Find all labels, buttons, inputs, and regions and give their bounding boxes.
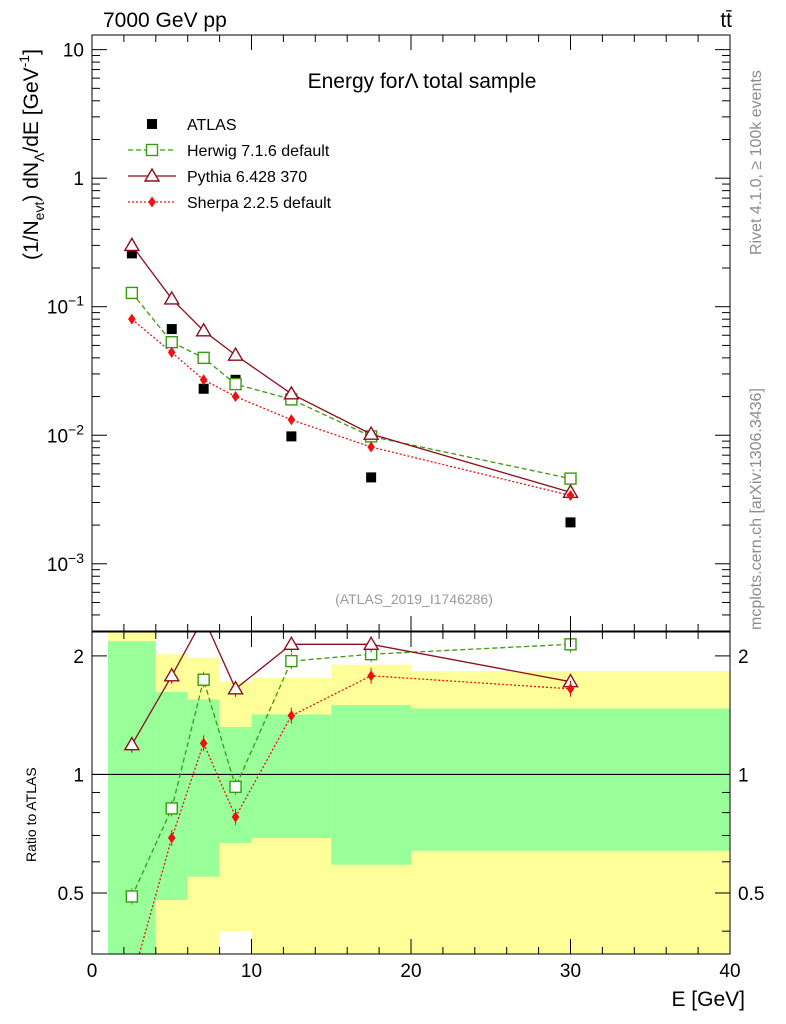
ratio-y-tick-label-right: 0.5 — [738, 884, 764, 905]
ratio-band-green — [411, 708, 730, 851]
main-y-axis-label: (1/Nevt) dNΛ/dE [GeV-1] — [16, 49, 47, 260]
ratio-band-green — [251, 714, 332, 838]
ratio-band-green — [107, 641, 156, 954]
legend-data-label: ATLAS — [187, 117, 237, 134]
x-tick-label: 10 — [241, 961, 262, 982]
ratio-sherpa-point — [367, 670, 375, 682]
main-sherpa-point — [167, 347, 176, 359]
ratio-herwig-point — [125, 890, 139, 903]
main-pythia-point — [283, 385, 300, 400]
ratio-series-group — [123, 611, 579, 986]
plot-title: Energy forΛ total sample — [308, 70, 537, 93]
ratio-y-tick-label: 2 — [73, 647, 84, 668]
x-tick-label: 30 — [560, 961, 581, 982]
main-y-tick-label: 10 — [63, 41, 84, 62]
main-sherpa-point — [287, 414, 296, 426]
ratio-herwig-point — [229, 780, 242, 794]
main-series-group — [123, 237, 579, 528]
mcplots-site-label: mcplots.cern.ch [arXiv:1306.3436] — [748, 388, 765, 630]
ratio-pythia-point — [163, 667, 180, 682]
main-herwig-point — [564, 472, 577, 485]
ratio-sherpa-point — [566, 683, 575, 695]
legend: ATLAS Herwig 7.1.6 default Pythia 6.428 37… — [128, 117, 332, 212]
ratio-pythia-point — [227, 680, 244, 695]
ratio-band-green — [331, 705, 411, 865]
main-data-point — [126, 248, 137, 259]
main-y-tick-label: 1 — [73, 169, 84, 190]
header-beam-label: 7000 GeV pp — [103, 9, 227, 32]
legend-herwig-marker — [145, 143, 159, 157]
main-data-point — [565, 517, 576, 528]
reference-label: (ATLAS_2019_I1746286) — [335, 591, 493, 607]
main-sherpa-point — [199, 374, 208, 386]
main-herwig-line — [131, 292, 571, 480]
ratio-band-green — [187, 699, 220, 877]
main-data-point — [166, 324, 177, 335]
main-y-tick-label: 10−2 — [47, 421, 84, 447]
legend-herwig-label: Herwig 7.1.6 default — [187, 143, 330, 160]
ratio-pythia-point — [283, 635, 300, 651]
main-herwig-point — [165, 335, 178, 349]
ratio-y-tick-label-right: 2 — [738, 647, 749, 668]
ratio-y-tick-label: 0.5 — [58, 884, 84, 905]
ratio-pythia-point — [123, 736, 141, 751]
ratio-herwig-point — [197, 673, 210, 686]
main-y-tick-label: 10−1 — [47, 293, 84, 319]
main-herwig-point — [125, 286, 139, 300]
rivet-version-label: Rivet 4.1.0, ≥ 100k events — [748, 70, 765, 255]
ratio-sherpa-point — [199, 737, 208, 749]
legend-pythia-marker — [143, 167, 161, 182]
main-data-point — [366, 472, 377, 483]
ratio-uncertainty-bands — [92, 632, 730, 954]
legend-pythia-label: Pythia 6.428 370 — [187, 169, 307, 186]
x-tick-label: 40 — [719, 961, 740, 982]
x-tick-label: 0 — [87, 961, 98, 982]
ratio-sherpa-point — [231, 811, 240, 823]
legend-sherpa-marker — [148, 196, 156, 208]
main-sherpa-point — [367, 441, 375, 453]
x-tick-label: 20 — [400, 961, 421, 982]
main-sherpa-point — [566, 489, 575, 501]
main-pythia-line — [131, 245, 571, 493]
ratio-pythia-point — [197, 611, 211, 623]
legend-sherpa-label: Sherpa 2.2.5 default — [187, 195, 332, 212]
ratio-sherpa-point — [128, 975, 136, 986]
main-pythia-point — [195, 322, 212, 337]
axes-group: 0 10 20 30 40 10 1 10−1 10−2 10−3 0.5 0.5 1 1 2 2 — [47, 35, 764, 982]
ratio-band-green — [155, 691, 188, 900]
legend-data-marker — [147, 119, 157, 129]
main-sherpa-line — [131, 318, 571, 497]
x-axis-label: E [GeV] — [671, 988, 745, 1011]
ratio-y-tick-label-right: 1 — [738, 765, 749, 786]
main-pythia-point — [163, 290, 180, 305]
header-process-label: tt̄ — [720, 9, 732, 32]
ratio-y-axis-label: Ratio to ATLAS — [23, 767, 39, 862]
main-data-point — [198, 383, 209, 394]
ratio-sherpa-point — [287, 710, 296, 722]
ratio-pythia-point — [362, 635, 380, 651]
main-herwig-point — [229, 377, 242, 391]
main-sherpa-point — [128, 313, 136, 325]
ratio-y-tick-label: 1 — [73, 765, 84, 786]
ratio-herwig-point — [285, 654, 298, 668]
main-pythia-point — [227, 346, 244, 361]
ratio-sherpa-point — [167, 832, 176, 844]
main-sherpa-point — [231, 391, 240, 403]
main-herwig-point — [197, 351, 210, 365]
main-pythia-point — [362, 425, 380, 440]
main-data-point — [286, 431, 297, 442]
ratio-herwig-point — [165, 802, 178, 815]
main-y-tick-label: 10−3 — [47, 550, 84, 576]
main-pythia-point — [123, 237, 141, 252]
